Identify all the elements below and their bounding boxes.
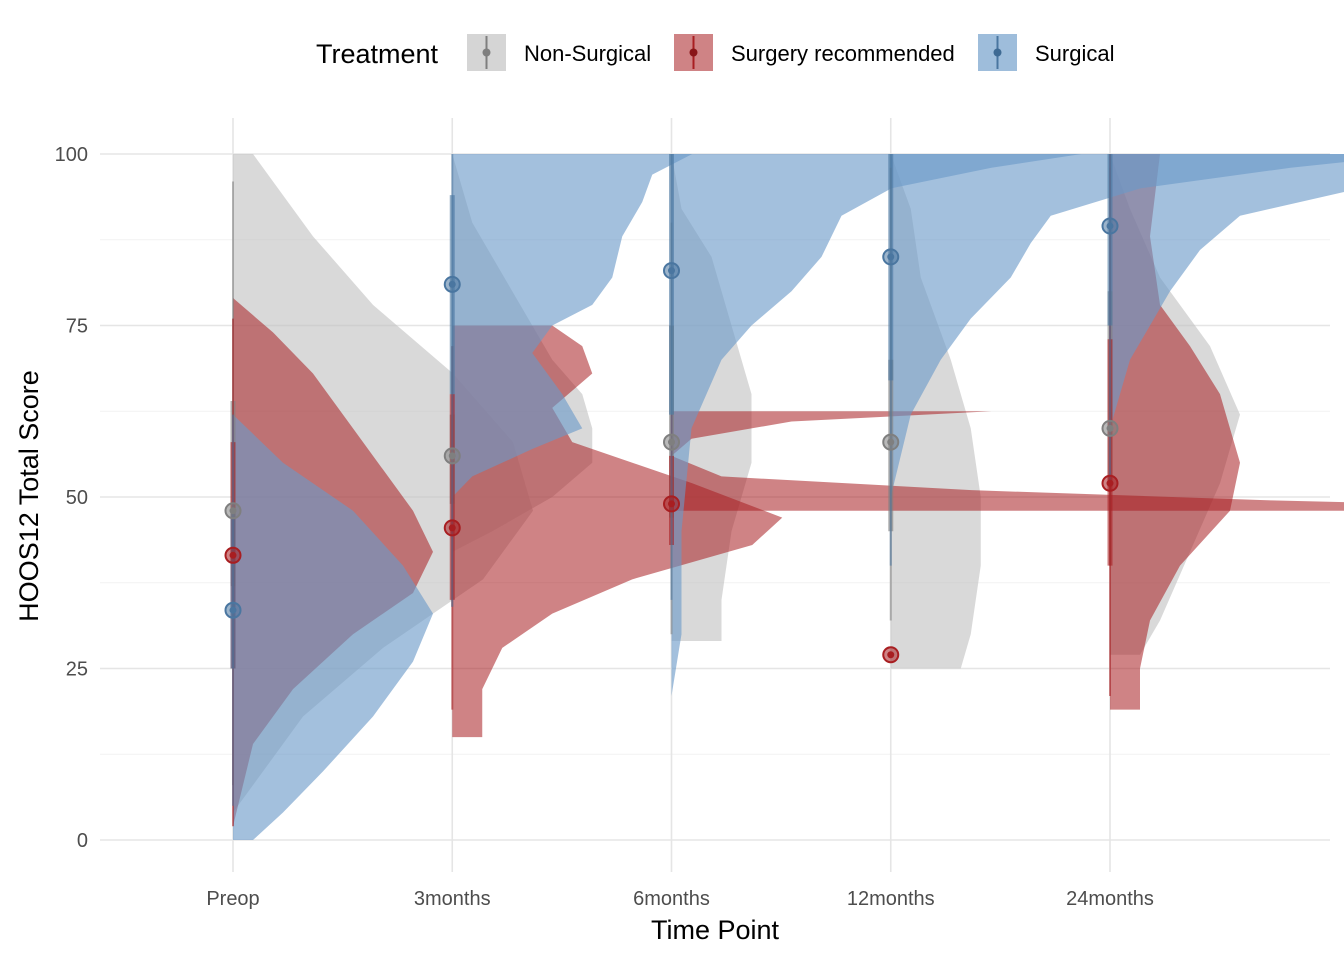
x-tick-label: 24months [1066, 888, 1154, 910]
x-axis-title: Time Point [651, 915, 780, 945]
violin-surgical-12months [890, 154, 1344, 497]
legend-label-surgical: Surgical [1035, 41, 1114, 66]
legend-label-surgery-recommended: Surgery recommended [731, 41, 955, 66]
y-tick-labels: 0 25 50 75 100 [55, 144, 88, 852]
violin-surgery-recommended-6months [671, 411, 1344, 511]
violin-surgical-24months [1110, 154, 1344, 429]
y-tick-label: 50 [66, 487, 88, 509]
legend-label-non-surgical: Non-Surgical [524, 41, 651, 66]
median-point-center [229, 606, 237, 614]
x-tick-label: 6months [633, 888, 710, 910]
y-tick-label: 0 [77, 830, 88, 852]
y-tick-label: 75 [66, 316, 88, 338]
legend: Treatment Non-Surgical Surgery recommend… [316, 34, 1114, 71]
x-tick-label: 12months [847, 888, 935, 910]
median-point-center [668, 267, 675, 275]
median-point-center [448, 452, 456, 460]
legend-entry-non-surgical: Non-Surgical [467, 34, 651, 71]
median-point-center [448, 524, 456, 532]
median-point-center [1106, 479, 1114, 487]
median-point-center [887, 438, 895, 446]
violin-surgical-preop [233, 414, 433, 840]
legend-entry-surgical: Surgical [978, 34, 1114, 71]
y-tick-label: 25 [66, 659, 88, 681]
x-tick-label: Preop [206, 888, 259, 910]
y-tick-label: 100 [55, 144, 88, 166]
x-tick-labels: Preop 3months 6months 12months 24months [206, 888, 1154, 910]
violin-surgical-6months [671, 154, 1082, 696]
y-axis-title: HOOS12 Total Score [14, 370, 44, 622]
violin-surgical-3months [452, 154, 693, 497]
median-point-center [668, 500, 675, 508]
median-point-center [229, 551, 237, 559]
median-point-center [1106, 424, 1114, 432]
median-point-center [668, 438, 675, 446]
legend-entry-surgery-recommended: Surgery recommended [674, 34, 955, 71]
median-point-center [1106, 222, 1114, 230]
median-point-center [448, 280, 456, 288]
point-layer [224, 217, 1119, 664]
violin-layer [233, 154, 1344, 840]
median-point-center [887, 651, 895, 659]
median-point-center [887, 253, 895, 261]
x-tick-label: 3months [414, 888, 491, 910]
median-point-center [229, 507, 237, 515]
legend-title: Treatment [316, 39, 439, 69]
